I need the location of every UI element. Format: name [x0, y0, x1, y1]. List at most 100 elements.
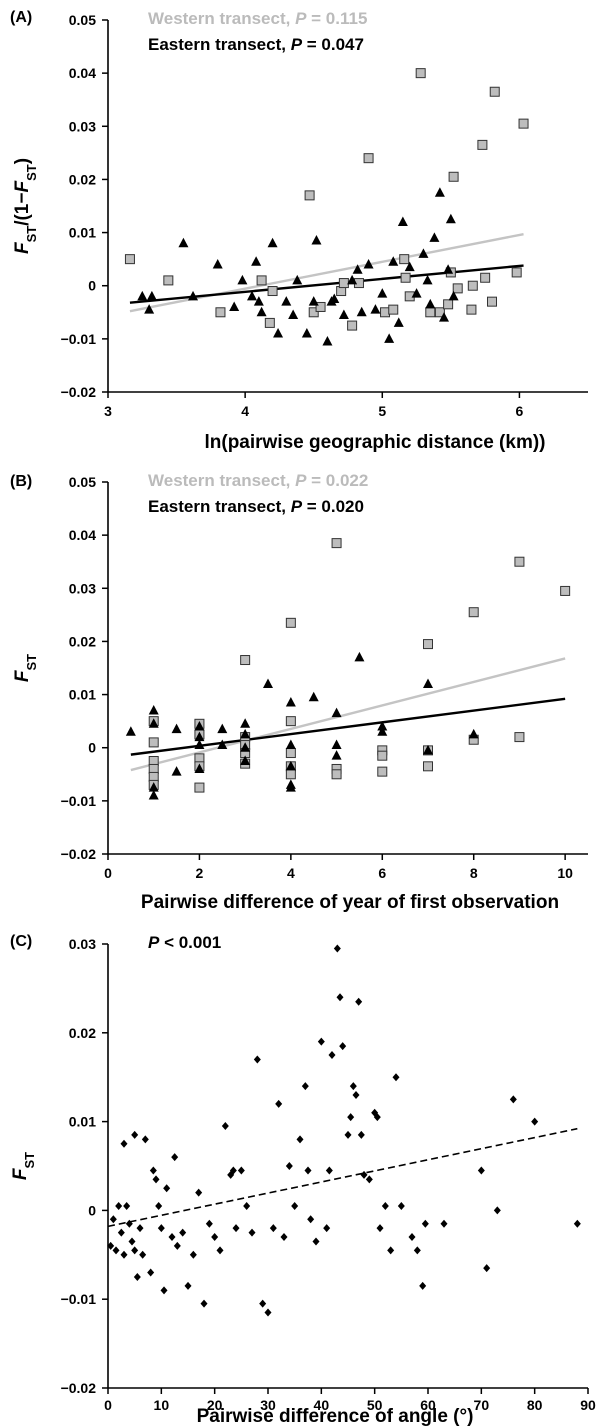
data-point-diamond — [107, 1241, 115, 1250]
data-point-diamond — [115, 1201, 123, 1210]
data-point-square — [452, 283, 463, 294]
data-point-triangle — [308, 296, 319, 306]
data-point-triangle — [194, 763, 205, 773]
data-point-diamond — [573, 1219, 581, 1228]
y-tick-label: −0.02 — [61, 1380, 97, 1396]
x-tick-label: 80 — [527, 1397, 543, 1413]
data-point-triangle — [354, 651, 365, 662]
data-point-diamond — [237, 1166, 245, 1175]
legend-entry: P < 0.001 — [148, 933, 221, 952]
x-tick-label: 0 — [104, 865, 112, 881]
data-point-square — [267, 286, 278, 297]
data-point-diamond — [163, 1184, 171, 1193]
y-tick-label: 0 — [88, 740, 96, 756]
data-point-triangle — [285, 697, 296, 707]
data-point-diamond — [221, 1122, 229, 1131]
data-point-square — [487, 296, 497, 307]
x-tick-label: 2 — [196, 865, 204, 881]
data-point-triangle — [247, 290, 257, 301]
data-point-triangle — [240, 742, 251, 752]
data-point-triangle — [411, 288, 422, 298]
data-point-triangle — [146, 290, 157, 301]
data-point-triangle — [171, 723, 182, 734]
data-point-diamond — [317, 1037, 325, 1046]
panel-label: (A) — [10, 9, 32, 26]
panel-2: (B) −0.02 −0.01 0 0.01 0.02 0.03 0.04 0.05 0 2 4 6 8 1… — [10, 471, 588, 913]
trend-line — [130, 657, 566, 772]
data-point-square — [480, 272, 491, 283]
data-point-triangle — [148, 790, 159, 800]
x-tick-label: 30 — [260, 1397, 276, 1413]
y-tick-label: 0.04 — [69, 65, 96, 81]
data-point-triangle — [422, 274, 433, 285]
data-point-square — [215, 307, 226, 318]
data-point-triangle — [125, 726, 136, 736]
data-point-square — [415, 68, 426, 79]
y-tick-label: 0.01 — [69, 1114, 96, 1130]
data-point-diamond — [232, 1224, 240, 1233]
x-tick-label: 60 — [420, 1397, 436, 1413]
data-point-diamond — [355, 997, 363, 1006]
data-point-triangle — [363, 258, 374, 269]
y-tick-label: −0.01 — [61, 331, 97, 347]
data-point-triangle — [188, 290, 199, 301]
x-tick-label: 8 — [470, 865, 478, 881]
y-tick-label: 0 — [88, 1202, 96, 1218]
data-point-square — [240, 655, 251, 666]
x-tick-label: 40 — [314, 1397, 330, 1413]
data-point-diamond — [120, 1139, 128, 1148]
data-point-diamond — [189, 1250, 197, 1259]
data-point-square — [148, 737, 159, 748]
data-point-triangle — [288, 309, 299, 319]
data-point-square — [363, 153, 374, 164]
data-point-diamond — [243, 1201, 251, 1210]
data-point-square — [194, 782, 205, 793]
y-tick-label: 0.03 — [69, 936, 96, 952]
data-point-square — [425, 307, 436, 318]
data-point-triangle — [240, 728, 251, 739]
data-point-diamond — [419, 1281, 427, 1290]
y-axis-label: FST — [12, 654, 39, 682]
trend-line — [130, 697, 566, 756]
data-point-diamond — [211, 1233, 219, 1242]
y-axis-label: FST — [10, 1152, 37, 1180]
data-point-diamond — [179, 1228, 187, 1237]
data-point-square — [285, 769, 296, 780]
data-point-triangle — [347, 274, 358, 285]
data-point-diamond — [392, 1073, 400, 1082]
data-point-diamond — [493, 1206, 501, 1215]
data-point-square — [256, 275, 267, 286]
data-point-diamond — [131, 1246, 139, 1255]
data-point-diamond — [413, 1246, 421, 1255]
legend-entry: Eastern transect, P = 0.047 — [148, 35, 364, 54]
x-tick-label: 5 — [378, 403, 386, 419]
data-point-diamond — [216, 1246, 224, 1255]
data-point-diamond — [184, 1281, 192, 1290]
data-point-triangle — [267, 237, 278, 248]
data-point-square — [285, 716, 296, 727]
trend-line — [129, 264, 524, 304]
data-point-square — [423, 761, 433, 772]
data-point-triangle — [308, 691, 319, 702]
data-point-diamond — [171, 1153, 179, 1162]
data-point-square — [468, 607, 479, 618]
data-point-triangle — [281, 296, 292, 306]
data-point-triangle — [429, 232, 440, 242]
data-point-triangle — [240, 755, 251, 765]
data-point-triangle — [229, 301, 240, 311]
data-point-diamond — [157, 1224, 165, 1233]
data-point-square — [514, 732, 525, 743]
data-point-square — [264, 317, 275, 328]
data-point-square — [331, 769, 342, 780]
y-tick-label: 0.01 — [69, 225, 96, 241]
legend-entry: Eastern transect, P = 0.020 — [148, 497, 364, 516]
data-point-diamond — [336, 993, 344, 1002]
x-tick-label: 3 — [104, 403, 112, 419]
data-point-diamond — [349, 1082, 357, 1091]
data-point-diamond — [408, 1233, 416, 1242]
data-point-diamond — [131, 1130, 139, 1139]
data-point-diamond — [275, 1099, 283, 1108]
data-point-square — [347, 320, 358, 331]
y-axis-label: FST/(1−FST) — [12, 158, 39, 254]
data-point-triangle — [263, 678, 273, 688]
